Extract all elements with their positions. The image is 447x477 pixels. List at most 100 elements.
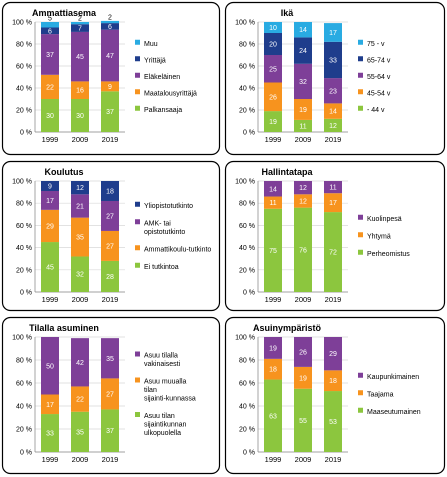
bar-segment [324,118,342,132]
x-tick-label: 2009 [72,135,89,144]
legend-swatch [358,232,363,238]
legend-swatch [135,377,140,383]
bar-segment [324,391,342,452]
data-label: 33 [329,57,337,64]
data-label: 9 [108,84,112,91]
bar-segment [294,337,312,367]
bar-segment [101,200,119,231]
legend-label: Ammattikoulu-tutkinto [144,246,211,253]
legend-swatch [358,214,363,220]
bar-segment [264,379,282,452]
legend-label: Maaseutumainen [367,409,421,416]
x-tick-label: 2019 [102,295,119,304]
data-label: 17 [329,200,337,207]
bar-segment [101,81,119,92]
bar-segment [41,414,59,452]
legend-swatch [358,390,363,396]
data-label: 5 [48,16,52,23]
bar-segment [264,33,282,55]
x-tick-label: 2009 [295,295,312,304]
data-label: 19 [299,107,307,114]
legend-label: Asuu tilan sijaintikunnan ulkopuolella [144,413,187,437]
data-label: 37 [46,52,54,59]
data-label: 37 [106,109,114,116]
data-label: 33 [46,431,54,438]
legend-label: Eläkeläinen [144,74,180,81]
data-label: 11 [329,185,336,192]
bar-segment [294,119,312,132]
bar-segment [71,181,89,195]
chart-panel-2: Koulutus 0 % 20 % 40 % 60 % 80 % 100 % 45 29 17 9 1… [1,160,221,312]
legend-label: 45-54 v [367,90,391,97]
bar-segment [324,212,342,292]
data-label: 35 [76,429,84,436]
data-label: 14 [299,27,307,34]
legend-swatch [358,56,363,62]
data-label: 29 [329,351,337,358]
bar-segment [294,366,312,389]
y-tick-label: 100 % [12,335,32,342]
y-tick-label: 100 % [12,20,32,27]
bar-segment [71,22,89,25]
data-label: 6 [48,28,52,35]
legend-swatch [358,39,363,45]
legend-label: 75 - v [367,41,385,48]
data-label: 11 [299,123,306,130]
data-label: 18 [106,188,114,195]
bar-segment [324,181,342,194]
bar-segment [41,34,59,75]
legend-swatch [135,245,140,251]
legend-label: Yliopistotutkinto [144,203,193,210]
x-tick-label: 1999 [42,135,59,144]
y-tick-label: 60 % [239,223,255,230]
legend-label: 55-64 v [367,74,391,81]
bar-segment [71,194,89,218]
data-label: 35 [76,235,84,242]
data-label: 14 [329,109,337,116]
bar-segment [324,103,342,119]
data-label: 27 [106,213,114,220]
legend-swatch [358,72,363,78]
x-tick-label: 2019 [102,135,119,144]
bar-segment [71,411,89,452]
y-tick-label: 40 % [239,404,255,411]
legend-swatch [358,407,363,413]
legend-swatch [358,372,363,378]
legend-swatch [135,56,140,62]
bar-segment [101,29,119,82]
data-label: 12 [76,185,84,192]
legend-swatch [135,89,140,95]
y-tick-label: 20 % [239,267,255,274]
y-tick-label: 100 % [235,335,255,342]
bar-segment [101,378,119,410]
data-label: 29 [46,223,54,230]
legend-swatch [135,72,140,78]
data-label: 72 [329,250,337,257]
legend-swatch [135,219,140,225]
bar-segment [324,193,342,213]
bar-segment [101,23,119,30]
y-tick-label: 20 % [16,267,32,274]
data-label: 53 [329,419,337,426]
data-label: 7 [78,26,82,33]
data-label: 63 [269,413,277,420]
y-tick-label: 20 % [16,427,32,434]
data-label: 21 [76,203,84,210]
legend-label: Asuu tilalla vakinaisesti [144,353,181,369]
data-label: 30 [46,113,54,120]
x-tick-label: 1999 [265,295,282,304]
bar-segment [264,111,282,132]
data-label: 55 [299,418,307,425]
x-tick-label: 1999 [42,295,59,304]
data-label: 76 [299,247,307,254]
bar-segment [101,409,119,452]
bar-segment [294,63,312,99]
data-label: 42 [76,360,84,367]
x-tick-label: 2019 [325,295,342,304]
chart-title: Ikä [281,8,295,18]
x-tick-label: 1999 [42,455,59,464]
bar-segment [324,23,342,42]
y-tick-label: 40 % [239,86,255,93]
data-label: 30 [76,113,84,120]
